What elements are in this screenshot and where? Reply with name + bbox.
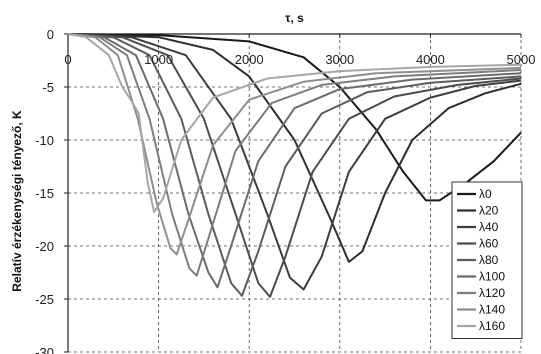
legend-label: λ120 <box>479 286 505 300</box>
x-tick-label: 3000 <box>325 52 354 67</box>
y-axis-title: Relatív érzékenységi tényező, K <box>10 110 24 292</box>
tick-labels: 0 1000 2000 3000 4000 5000 0 -5 -10 -15 -20 -25 -30 <box>35 27 535 354</box>
y-tick-label: 0 <box>47 27 54 42</box>
series-line-λ140 <box>67 33 522 256</box>
y-tick-label: -30 <box>35 345 54 354</box>
series-line-λ80 <box>67 33 522 297</box>
legend-label: λ0 <box>479 187 492 201</box>
y-tick-label: -25 <box>35 292 54 307</box>
x-axis-title: τ, s <box>285 11 304 25</box>
series-line-λ100 <box>67 33 522 289</box>
x-tick-label: 5000 <box>507 52 536 67</box>
x-tick-label: 1000 <box>144 52 173 67</box>
legend: λ0 λ20 λ40 λ60 λ80 λ100 λ120 λ140 λ160 <box>451 181 523 339</box>
legend-label: λ80 <box>479 253 499 267</box>
x-tick-label: 2000 <box>235 52 264 67</box>
y-tick-label: -20 <box>35 239 54 254</box>
x-tick-label: 4000 <box>416 52 445 67</box>
x-tick-label: 0 <box>64 52 71 67</box>
series-line-λ20 <box>67 33 522 263</box>
series-line-λ120 <box>67 33 522 277</box>
y-tick-label: -15 <box>35 186 54 201</box>
series-lines <box>67 33 522 298</box>
series-line-λ40 <box>67 33 522 291</box>
legend-label: λ100 <box>479 270 505 284</box>
series-line-λ60 <box>67 33 522 298</box>
legend-label: λ140 <box>479 303 505 317</box>
legend-label: λ60 <box>479 237 499 251</box>
legend-label: λ20 <box>479 204 499 218</box>
series-line-λ0 <box>67 33 522 202</box>
legend-label: λ160 <box>479 319 505 333</box>
y-tick-label: -5 <box>42 80 54 95</box>
series-line-λ160 <box>67 33 522 214</box>
legend-label: λ40 <box>479 220 499 234</box>
y-tick-label: -10 <box>35 133 54 148</box>
